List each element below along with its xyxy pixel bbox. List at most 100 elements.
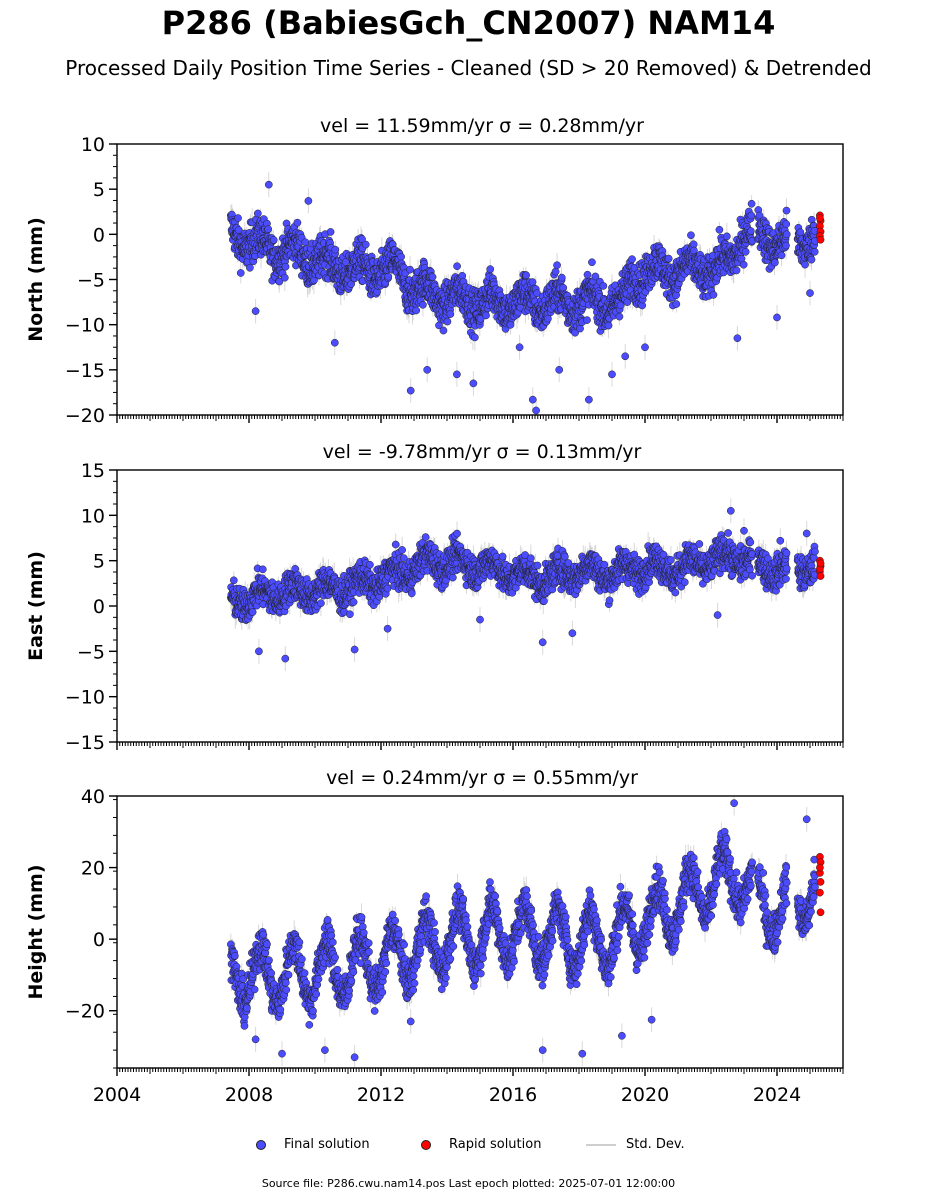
final-point: [469, 379, 478, 388]
final-point: [361, 240, 370, 249]
final-point: [690, 246, 698, 255]
final-point: [722, 232, 731, 241]
final-point: [397, 252, 405, 261]
rapid-point: [816, 214, 824, 222]
rapid-point: [816, 235, 825, 244]
final-point: [275, 277, 284, 286]
panel-title: vel = 11.59mm/yr σ = 0.28mm/yr: [320, 115, 644, 137]
final-point: [746, 227, 755, 235]
chart-panel: 10 5 0 −5 −10 −15 −20 vel = 11.59mm/yr σ = 0.28…: [25, 115, 844, 427]
final-point: [732, 266, 741, 275]
y-axis-label: North (mm): [25, 217, 47, 342]
final-solution-series: [227, 180, 819, 415]
final-point: [588, 258, 596, 267]
final-point: [782, 220, 791, 228]
final-point: [528, 278, 537, 286]
final-point: [486, 265, 495, 273]
final-point: [281, 262, 290, 271]
y-tick-label: −20: [65, 405, 105, 427]
final-point: [280, 273, 289, 282]
final-point: [771, 258, 779, 267]
final-point: [423, 365, 432, 374]
final-point: [331, 245, 340, 254]
final-point: [358, 235, 366, 243]
final-point: [522, 271, 530, 280]
final-point: [608, 370, 616, 379]
final-point: [557, 273, 566, 282]
final-point: [672, 300, 681, 308]
final-point: [384, 272, 393, 281]
final-point: [621, 352, 630, 361]
final-point: [782, 206, 791, 215]
y-tick-label: 10: [81, 134, 105, 156]
final-point: [253, 209, 262, 218]
figure-title: P286 (BabiesGch_CN2007) NAM14: [161, 4, 776, 42]
final-point: [439, 326, 448, 335]
final-point: [471, 333, 479, 342]
final-point: [559, 283, 568, 292]
final-point: [269, 236, 278, 244]
final-point: [672, 291, 680, 300]
final-point: [330, 338, 339, 347]
y-tick-label: −10: [65, 315, 105, 337]
final-point: [229, 576, 238, 585]
final-point: [234, 214, 242, 222]
final-point: [326, 228, 335, 236]
final-point: [555, 365, 564, 374]
final-point: [628, 255, 636, 264]
final-point: [251, 307, 260, 315]
final-point: [747, 199, 756, 208]
final-point: [453, 262, 461, 271]
final-point: [741, 247, 750, 256]
final-point: [236, 269, 245, 277]
final-point: [801, 260, 809, 269]
final-point: [739, 260, 748, 269]
figure-subtitle: Processed Daily Position Time Series - C…: [65, 56, 872, 80]
final-point: [604, 321, 613, 330]
final-point: [576, 324, 584, 333]
final-point: [747, 211, 756, 220]
final-point: [553, 261, 561, 270]
rapid-solution-series: [816, 211, 825, 244]
final-point: [773, 313, 781, 322]
final-point: [301, 238, 310, 247]
final-point: [715, 225, 724, 234]
final-point: [551, 267, 560, 276]
final-point: [616, 301, 625, 310]
final-point: [304, 197, 313, 205]
y-tick-label: 5: [93, 179, 105, 201]
final-point: [664, 254, 673, 263]
final-point: [583, 316, 591, 324]
final-point: [446, 310, 455, 318]
final-solution-series: [227, 506, 819, 663]
final-point: [806, 289, 814, 297]
final-point: [482, 311, 490, 320]
final-point: [443, 317, 452, 326]
final-point: [733, 334, 742, 343]
final-point: [515, 343, 524, 352]
final-point: [599, 282, 608, 290]
final-point: [246, 263, 254, 272]
final-point: [782, 241, 790, 250]
final-point: [810, 247, 819, 256]
final-point: [532, 406, 540, 415]
y-tick-label: −15: [65, 360, 105, 382]
final-point: [412, 306, 421, 315]
final-point: [544, 314, 552, 323]
final-point: [264, 180, 273, 189]
final-point: [782, 230, 791, 239]
final-point: [796, 228, 805, 237]
final-point: [591, 272, 600, 281]
final-point: [428, 273, 437, 281]
final-point: [709, 290, 718, 299]
y-tick-label: 0: [93, 224, 105, 246]
final-point: [583, 270, 592, 279]
final-point: [293, 218, 302, 227]
final-point: [687, 231, 695, 240]
final-point: [807, 255, 816, 264]
final-point: [506, 321, 515, 329]
final-point: [585, 395, 593, 404]
final-point: [264, 225, 273, 234]
